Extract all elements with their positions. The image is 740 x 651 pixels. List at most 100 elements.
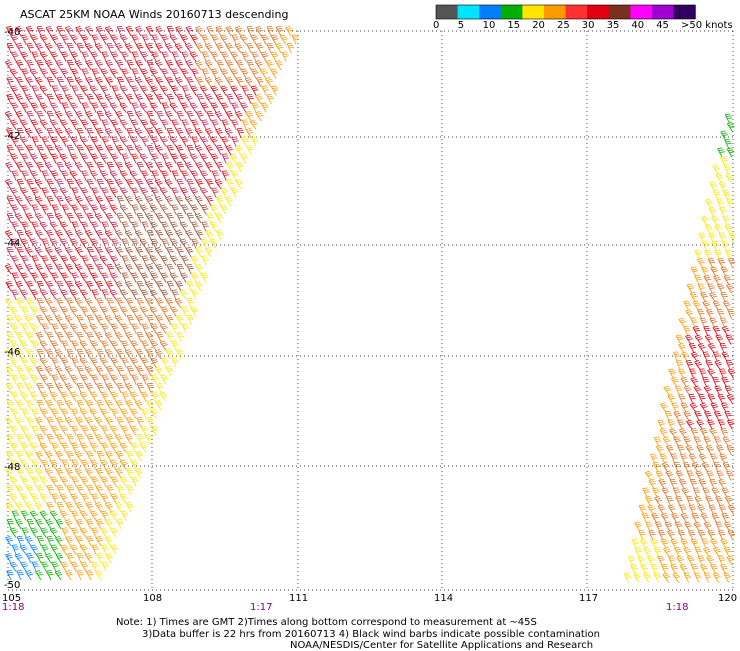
- wind-barb: [169, 136, 178, 147]
- wind-barb: [175, 281, 184, 292]
- wind-barb: [16, 298, 24, 309]
- wind-barb: [658, 479, 667, 490]
- wind-barb: [115, 43, 123, 54]
- wind-barb: [41, 323, 49, 334]
- wind-barb: [139, 153, 148, 164]
- wind-barb: [166, 26, 174, 37]
- wind-barb: [190, 170, 199, 181]
- scale-tick-label: 15: [507, 20, 521, 31]
- wind-barb: [71, 204, 79, 215]
- wind-barb: [90, 238, 98, 249]
- wind-barb: [35, 332, 44, 343]
- wind-barb: [678, 394, 686, 405]
- wind-barb: [718, 555, 726, 566]
- wind-barb: [225, 111, 234, 122]
- wind-barb: [660, 402, 668, 413]
- wind-barb: [61, 442, 69, 453]
- wind-barb: [119, 476, 128, 487]
- wind-barb: [40, 527, 49, 538]
- wind-barb: [135, 43, 144, 54]
- wind-barb: [689, 368, 697, 379]
- wind-barb: [11, 544, 19, 555]
- wind-barb: [29, 391, 38, 402]
- wind-barb: [685, 360, 694, 371]
- wind-barb: [211, 119, 219, 130]
- wind-barb: [195, 162, 204, 173]
- wind-barb: [724, 139, 732, 150]
- wind-barb: [693, 436, 702, 447]
- wind-barb: [704, 249, 712, 260]
- wind-barb: [40, 68, 48, 79]
- wind-barb: [26, 400, 34, 411]
- wind-barb: [90, 442, 98, 453]
- wind-barb: [6, 213, 14, 224]
- wind-barb: [105, 383, 114, 394]
- wind-barb: [50, 238, 58, 249]
- wind-barb: [20, 51, 29, 62]
- wind-barb: [708, 207, 717, 218]
- wind-barb: [16, 230, 24, 241]
- map-title: ASCAT 25KM NOAA Winds 20160713 descendin…: [20, 8, 289, 21]
- wind-barb: [663, 547, 671, 558]
- wind-barb: [6, 451, 14, 462]
- wind-barb: [71, 68, 79, 79]
- wind-barb: [75, 26, 84, 37]
- wind-barb: [35, 570, 43, 581]
- wind-barb: [150, 357, 159, 368]
- wind-barb: [651, 564, 659, 575]
- wind-barb: [31, 272, 39, 283]
- scale-swatch: [608, 5, 631, 19]
- wind-barb: [209, 238, 218, 249]
- wind-barb: [160, 289, 169, 300]
- wind-barb: [35, 366, 44, 377]
- wind-barb: [116, 26, 124, 37]
- wind-barb: [60, 306, 69, 317]
- wind-barb: [46, 332, 54, 343]
- wind-barb: [11, 374, 20, 385]
- wind-barb: [275, 60, 283, 71]
- wind-barb: [45, 247, 53, 258]
- wind-barb: [211, 34, 219, 45]
- wind-barb: [6, 77, 14, 88]
- wind-barb: [166, 213, 174, 224]
- wind-barb: [46, 502, 54, 513]
- wind-barb: [714, 360, 723, 371]
- wind-barb: [4, 230, 13, 241]
- wind-barb: [91, 561, 99, 572]
- scale-tick-label: >50 knots: [681, 20, 733, 31]
- wind-barb: [61, 459, 69, 470]
- wind-barb: [94, 213, 103, 224]
- wind-barb: [191, 119, 199, 130]
- wind-barb: [36, 145, 44, 156]
- wind-barb: [174, 298, 183, 309]
- wind-barb: [46, 383, 54, 394]
- wind-barb: [245, 128, 254, 139]
- wind-barb: [75, 536, 84, 547]
- wind-barb: [241, 85, 249, 96]
- wind-barb: [46, 213, 54, 224]
- wind-barb: [154, 196, 163, 207]
- wind-barb: [104, 111, 113, 122]
- wind-barb: [110, 357, 119, 368]
- wind-barb: [85, 298, 93, 309]
- wind-barb: [141, 408, 149, 419]
- wind-barb: [35, 128, 43, 139]
- wind-barb: [279, 34, 288, 45]
- wind-barb: [686, 496, 694, 507]
- wind-barb: [64, 519, 73, 530]
- wind-barb: [145, 213, 154, 224]
- wind-barb: [101, 289, 109, 300]
- wind-barb: [15, 332, 24, 343]
- wind-barb: [11, 51, 19, 62]
- wind-barb: [91, 221, 99, 232]
- wind-barb: [71, 272, 79, 283]
- wind-barb: [51, 85, 60, 96]
- wind-barb: [109, 102, 118, 113]
- wind-barb: [36, 400, 44, 411]
- wind-barb: [85, 196, 93, 207]
- wind-barb: [41, 238, 49, 249]
- wind-barb: [200, 170, 209, 181]
- wind-barb: [176, 349, 184, 360]
- wind-barb: [708, 504, 717, 515]
- scale-tick-label: 0: [433, 20, 440, 31]
